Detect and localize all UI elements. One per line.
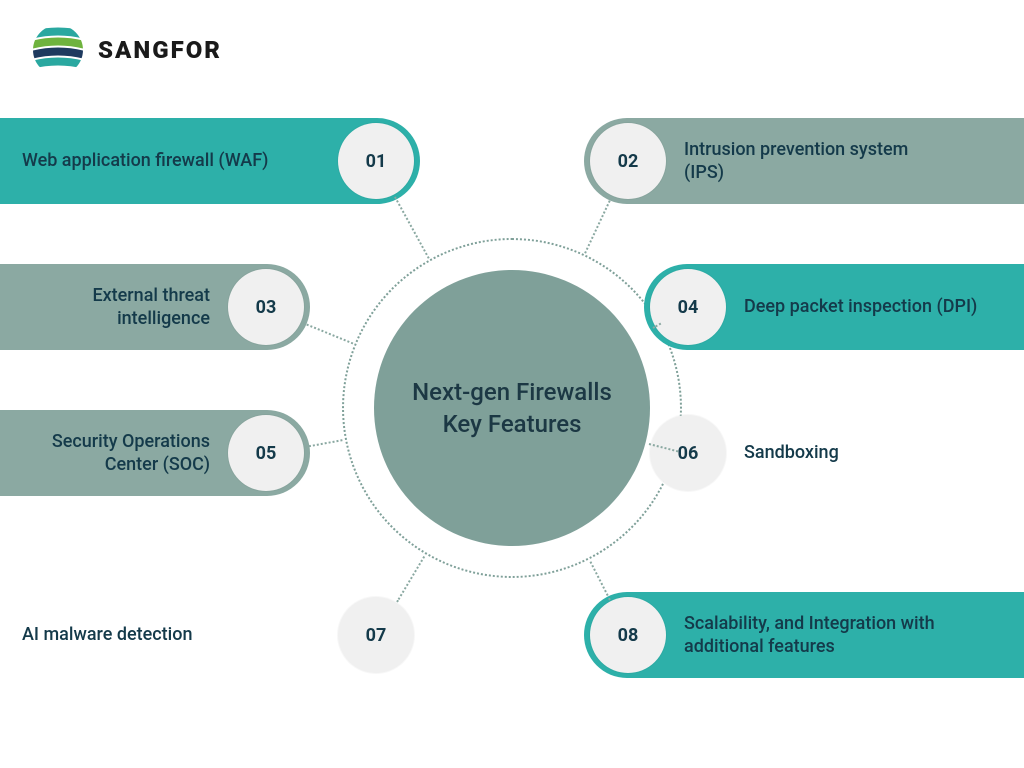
feature-04: 04 Deep packet inspection (DPI) xyxy=(644,264,1024,350)
feature-02: 02 Intrusion prevention system (IPS) xyxy=(584,118,1024,204)
feature-number-badge: 06 xyxy=(650,415,726,491)
feature-label: Deep packet inspection (DPI) xyxy=(744,295,977,318)
brand-logo-icon xyxy=(32,24,84,76)
feature-number-badge: 03 xyxy=(228,269,304,345)
feature-label: Web application firewall (WAF) xyxy=(22,149,268,172)
brand-logo: SANGFOR xyxy=(32,24,222,76)
feature-label: Scalability, and Integration with additi… xyxy=(684,612,944,659)
feature-number-badge: 07 xyxy=(338,597,414,673)
feature-08: 08 Scalability, and Integration with addi… xyxy=(584,592,1024,678)
feature-01: Web application firewall (WAF) 01 xyxy=(0,118,420,204)
feature-bar: 08 Scalability, and Integration with addi… xyxy=(584,592,1024,678)
feature-label: Security Operations Center (SOC) xyxy=(22,430,210,477)
feature-number-badge: 05 xyxy=(228,415,304,491)
feature-label: Intrusion prevention system (IPS) xyxy=(684,138,944,185)
feature-label: Sandboxing xyxy=(744,441,839,464)
hub-core: Next-gen Firewalls Key Features xyxy=(374,270,650,546)
brand-name: SANGFOR xyxy=(98,36,222,64)
feature-06: 06 Sandboxing xyxy=(644,410,1024,496)
feature-label: External threat intelligence xyxy=(22,284,210,331)
connector-line xyxy=(305,439,343,448)
hub-title-line1: Next-gen Firewalls xyxy=(412,376,612,408)
feature-bar: External threat intelligence 03 xyxy=(0,264,310,350)
connector-line xyxy=(584,198,612,254)
feature-bar: Security Operations Center (SOC) 05 xyxy=(0,410,310,496)
feature-label: AI malware detection xyxy=(22,623,192,646)
feature-bar: 04 Deep packet inspection (DPI) xyxy=(644,264,1024,350)
feature-03: External threat intelligence 03 xyxy=(0,264,310,350)
hub-title-line2: Key Features xyxy=(443,408,582,440)
feature-bar: 02 Intrusion prevention system (IPS) xyxy=(584,118,1024,204)
feature-bar: Web application firewall (WAF) 01 xyxy=(0,118,420,204)
feature-bar: AI malware detection 07 xyxy=(0,592,420,678)
connector-line xyxy=(394,197,429,259)
feature-05: Security Operations Center (SOC) 05 xyxy=(0,410,310,496)
feature-number-badge: 01 xyxy=(338,123,414,199)
hub: Next-gen Firewalls Key Features xyxy=(374,270,650,546)
feature-number-badge: 02 xyxy=(590,123,666,199)
feature-number-badge: 04 xyxy=(650,269,726,345)
feature-07: AI malware detection 07 xyxy=(0,592,420,678)
feature-number-badge: 08 xyxy=(590,597,666,673)
feature-bar: 06 Sandboxing xyxy=(644,410,1024,496)
connector-line xyxy=(303,322,354,344)
